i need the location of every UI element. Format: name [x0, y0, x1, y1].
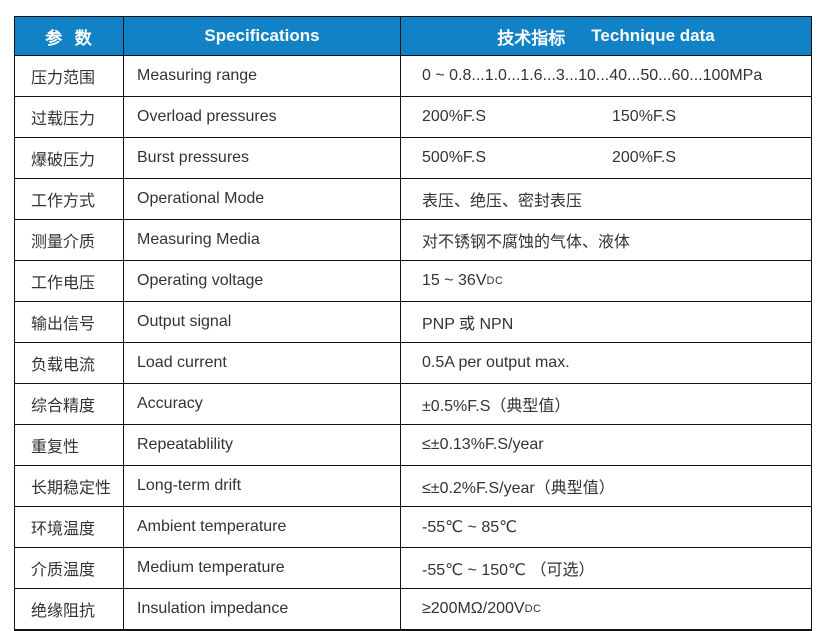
- table-row: 重复性 Repeatablility ≤±0.13%F.S/year: [14, 424, 812, 466]
- value-primary: 对不锈钢不腐蚀的气体、液体: [422, 234, 631, 251]
- value-primary: 0.5A per output max.: [422, 354, 570, 371]
- table-row: 长期稳定性 Long-term drift ≤±0.2%F.S/year（典型值）: [14, 465, 812, 507]
- specification-en-cell: Output signal: [123, 301, 401, 343]
- parameter-cn-cell: 输出信号: [14, 301, 124, 343]
- technique-data-cell: ≥200MΩ/200V DC: [400, 588, 812, 631]
- value-primary: -55℃ ~ 85℃: [422, 519, 518, 536]
- value-primary: PNP 或 NPN: [422, 316, 514, 333]
- specification-en-cell: Accuracy: [123, 383, 401, 425]
- header-technique-cn-label: 技术指标: [497, 28, 566, 48]
- specification-en-cell: Measuring Media: [123, 219, 401, 261]
- header-cell-technique-data: 技术指标 Technique data: [400, 16, 812, 56]
- table-row: 输出信号 Output signal PNP 或 NPN: [14, 301, 812, 343]
- value-primary: 500%F.S: [422, 149, 487, 166]
- specification-en-cell: Medium temperature: [123, 547, 401, 589]
- specification-en-cell: Ambient temperature: [123, 506, 401, 548]
- parameter-cn-cell: 工作电压: [14, 260, 124, 302]
- specification-en-cell: Measuring range: [123, 55, 401, 97]
- table-row: 测量介质 Measuring Media 对不锈钢不腐蚀的气体、液体: [14, 219, 812, 261]
- parameter-cn-cell: 综合精度: [14, 383, 124, 425]
- table-row: 过载压力 Overload pressures 200%F.S 150%F.S: [14, 96, 812, 138]
- header-cell-parameters: 参 数: [14, 16, 124, 56]
- technique-data-cell: 500%F.S 200%F.S: [400, 137, 812, 179]
- technique-data-cell: 对不锈钢不腐蚀的气体、液体: [400, 219, 812, 261]
- parameter-cn-cell: 环境温度: [14, 506, 124, 548]
- value-primary: 0 ~ 0.8...1.0...1.6...3...10...40...50..…: [422, 67, 763, 84]
- value-secondary: 200%F.S: [612, 149, 677, 166]
- table-row: 绝缘阻抗 Insulation impedance ≥200MΩ/200V DC: [14, 588, 812, 631]
- header-row: 参 数 Specifications 技术指标 Technique data: [14, 16, 812, 56]
- value-primary: ≥200MΩ/200V: [422, 600, 525, 617]
- parameter-cn-cell: 重复性: [14, 424, 124, 466]
- value-primary: 15 ~ 36V: [422, 272, 487, 289]
- specification-en-cell: Operating voltage: [123, 260, 401, 302]
- parameter-cn-cell: 绝缘阻抗: [14, 588, 124, 631]
- table-row: 综合精度 Accuracy ±0.5%F.S（典型值）: [14, 383, 812, 425]
- parameter-cn-cell: 过载压力: [14, 96, 124, 138]
- table-header: 参 数 Specifications 技术指标 Technique data: [14, 16, 812, 56]
- technique-data-cell: 表压、绝压、密封表压: [400, 178, 812, 220]
- spec-table: 参 数 Specifications 技术指标 Technique data 压…: [14, 16, 812, 631]
- table-row: 工作方式 Operational Mode 表压、绝压、密封表压: [14, 178, 812, 220]
- value-primary: ≤±0.2%F.S/year（典型值）: [422, 480, 615, 497]
- technique-data-cell: PNP 或 NPN: [400, 301, 812, 343]
- technique-data-cell: -55℃ ~ 85℃: [400, 506, 812, 548]
- technique-data-cell: ±0.5%F.S（典型值）: [400, 383, 812, 425]
- parameter-cn-cell: 压力范围: [14, 55, 124, 97]
- value-subscript: DC: [524, 603, 542, 615]
- table-row: 介质温度 Medium temperature -55℃ ~ 150℃ （可选）: [14, 547, 812, 589]
- table-row: 负载电流 Load current 0.5A per output max.: [14, 342, 812, 384]
- table-body: 压力范围 Measuring range 0 ~ 0.8...1.0...1.6..…: [14, 55, 812, 631]
- parameter-cn-cell: 工作方式: [14, 178, 124, 220]
- technique-data-cell: -55℃ ~ 150℃ （可选）: [400, 547, 812, 589]
- value-primary: -55℃ ~ 150℃ （可选）: [422, 562, 595, 579]
- parameter-cn-cell: 介质温度: [14, 547, 124, 589]
- value-primary: ≤±0.13%F.S/year: [422, 436, 544, 453]
- parameter-cn-cell: 爆破压力: [14, 137, 124, 179]
- header-cell-specifications: Specifications: [123, 16, 401, 56]
- technique-data-cell: 200%F.S 150%F.S: [400, 96, 812, 138]
- specification-en-cell: Burst pressures: [123, 137, 401, 179]
- spec-table-container: 参 数 Specifications 技术指标 Technique data 压…: [14, 16, 812, 631]
- value-primary: ±0.5%F.S（典型值）: [422, 398, 571, 415]
- specification-en-cell: Repeatablility: [123, 424, 401, 466]
- parameter-cn-cell: 测量介质: [14, 219, 124, 261]
- table-row: 爆破压力 Burst pressures 500%F.S 200%F.S: [14, 137, 812, 179]
- specification-en-cell: Load current: [123, 342, 401, 384]
- value-subscript: DC: [486, 275, 504, 287]
- header-parameters-label: 参 数: [45, 28, 93, 48]
- value-secondary: 150%F.S: [612, 108, 677, 125]
- header-specifications-label: Specifications: [204, 26, 320, 45]
- parameter-cn-cell: 负载电流: [14, 342, 124, 384]
- specification-en-cell: Long-term drift: [123, 465, 401, 507]
- table-row: 环境温度 Ambient temperature -55℃ ~ 85℃: [14, 506, 812, 548]
- technique-data-cell: 15 ~ 36V DC: [400, 260, 812, 302]
- technique-data-cell: ≤±0.13%F.S/year: [400, 424, 812, 466]
- technique-data-cell: ≤±0.2%F.S/year（典型值）: [400, 465, 812, 507]
- technique-data-cell: 0.5A per output max.: [400, 342, 812, 384]
- specification-en-cell: Insulation impedance: [123, 588, 401, 631]
- specification-en-cell: Operational Mode: [123, 178, 401, 220]
- value-primary: 200%F.S: [422, 108, 487, 125]
- table-row: 压力范围 Measuring range 0 ~ 0.8...1.0...1.6..…: [14, 55, 812, 97]
- table-row: 工作电压 Operating voltage 15 ~ 36V DC: [14, 260, 812, 302]
- technique-data-cell: 0 ~ 0.8...1.0...1.6...3...10...40...50..…: [400, 55, 812, 97]
- parameter-cn-cell: 长期稳定性: [14, 465, 124, 507]
- specification-en-cell: Overload pressures: [123, 96, 401, 138]
- value-primary: 表压、绝压、密封表压: [422, 193, 583, 210]
- header-technique-en-label: Technique data: [591, 26, 715, 45]
